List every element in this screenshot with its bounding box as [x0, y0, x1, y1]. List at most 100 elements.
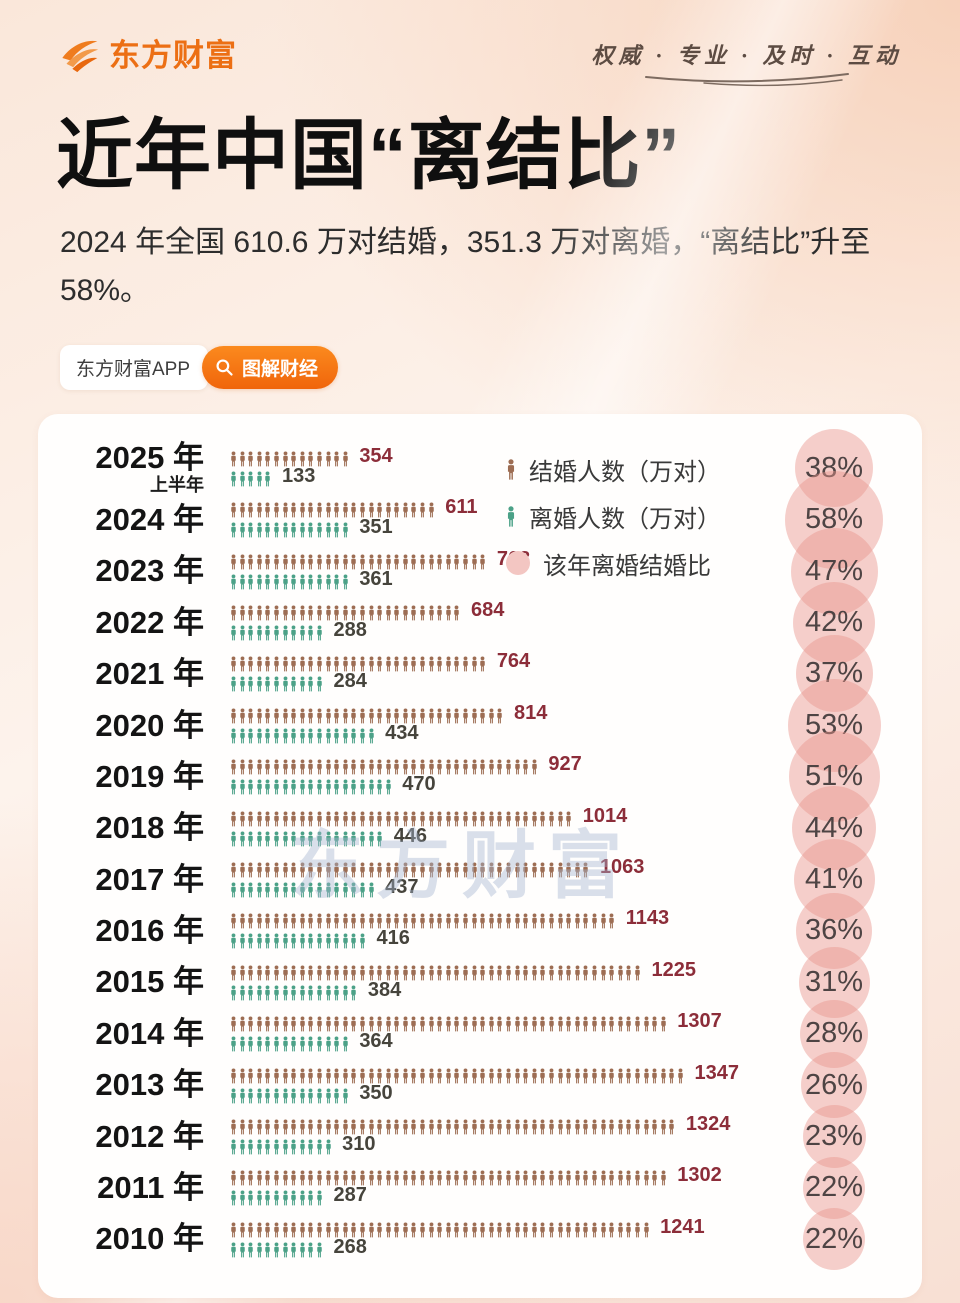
person-icon — [445, 811, 452, 827]
person-icon — [591, 965, 598, 981]
person-icon — [368, 708, 375, 724]
person-icon — [350, 759, 357, 775]
ratio-cell: 37% — [746, 635, 922, 713]
person-icon — [350, 1016, 357, 1032]
person-icon — [307, 625, 314, 641]
year-subtext: 上半年 — [150, 475, 204, 496]
person-icon — [419, 1170, 426, 1186]
person-icon — [264, 1222, 271, 1238]
person-icon — [333, 811, 340, 827]
person-icon — [453, 708, 460, 724]
person-icon — [651, 1170, 658, 1186]
person-icon — [333, 728, 340, 744]
person-icon — [256, 985, 263, 1001]
person-icon — [290, 759, 297, 775]
person-icon — [239, 1119, 246, 1135]
person-icon — [299, 1222, 306, 1238]
marriage-value: 1324 — [685, 1112, 731, 1135]
person-icon — [256, 656, 263, 672]
person-icon — [582, 1068, 589, 1084]
person-icon — [479, 554, 486, 570]
person-icon — [368, 913, 375, 929]
person-icon — [462, 1222, 469, 1238]
person-icon — [565, 913, 572, 929]
chart-row: 2023 年76836147% — [38, 527, 922, 615]
person-icon — [333, 502, 340, 518]
person-icon — [428, 1016, 435, 1032]
person-icon — [247, 1036, 254, 1052]
person-icon — [419, 1068, 426, 1084]
person-icon — [230, 1242, 237, 1258]
person-icon — [462, 554, 469, 570]
person-icon — [582, 1119, 589, 1135]
person-icon — [488, 1119, 495, 1135]
person-icon — [651, 1016, 658, 1032]
person-icon — [273, 605, 280, 621]
person-icon — [230, 1222, 237, 1238]
divorce-value: 350 — [359, 1081, 393, 1104]
person-icon — [290, 574, 297, 590]
year-label: 2023 年 — [38, 555, 230, 587]
person-icon — [273, 656, 280, 672]
person-icon — [307, 1139, 314, 1155]
chart-row: 2016 年 1143 416 36% — [38, 892, 922, 969]
divorce-bar: 446 — [230, 825, 746, 847]
person-icon — [307, 1088, 314, 1104]
person-icon — [299, 882, 306, 898]
person-icon — [368, 1222, 375, 1238]
person-icon — [239, 913, 246, 929]
person-icon — [410, 1016, 417, 1032]
person-icon — [419, 554, 426, 570]
person-icon — [307, 811, 314, 827]
marriage-bar: 354 — [230, 445, 746, 467]
person-icon — [393, 502, 400, 518]
person-icon — [256, 522, 263, 538]
divorce-value: 434 — [385, 721, 419, 744]
person-icon — [428, 965, 435, 981]
person-icon — [462, 862, 469, 878]
person-icon — [333, 985, 340, 1001]
person-icon — [376, 811, 383, 827]
person-icon — [376, 831, 383, 847]
person-icon — [582, 913, 589, 929]
person-icon — [239, 554, 246, 570]
person-icon — [385, 656, 392, 672]
marriage-bar: 611 — [230, 497, 746, 518]
person-icon — [617, 1119, 624, 1135]
person-icon — [230, 933, 237, 949]
topic-tag[interactable]: 图解财经 — [202, 345, 339, 389]
person-icon — [239, 1088, 246, 1104]
person-icon — [307, 605, 314, 621]
chart-row: 2020 年 814 434 53% — [38, 678, 922, 772]
person-icon — [239, 1068, 246, 1084]
person-icon — [282, 831, 289, 847]
person-icon — [247, 1139, 254, 1155]
person-icon — [299, 985, 306, 1001]
person-icon — [316, 676, 323, 692]
divorce-bar: 434 — [230, 722, 746, 744]
person-icon — [376, 605, 383, 621]
person-icon — [325, 811, 332, 827]
marriage-bar: 1324 — [230, 1113, 746, 1135]
divorce-bar: 364 — [230, 1031, 746, 1052]
person-icon — [514, 1016, 521, 1032]
person-icon — [342, 779, 349, 795]
person-icon — [453, 965, 460, 981]
person-icon — [522, 1222, 529, 1238]
person-icon — [247, 862, 254, 878]
person-icon — [428, 605, 435, 621]
person-icon — [393, 759, 400, 775]
person-icon — [264, 862, 271, 878]
person-icon — [247, 1068, 254, 1084]
person-icon — [264, 831, 271, 847]
person-icon — [290, 605, 297, 621]
person-icon — [522, 965, 529, 981]
person-icon — [247, 471, 254, 487]
tag-row: 东方财富APP 图解财经 — [60, 344, 900, 390]
person-icon — [325, 1068, 332, 1084]
person-icon — [290, 522, 297, 538]
person-icon — [264, 554, 271, 570]
app-tag[interactable]: 东方财富APP — [60, 344, 209, 390]
person-icon — [230, 502, 237, 518]
person-icon — [359, 831, 366, 847]
